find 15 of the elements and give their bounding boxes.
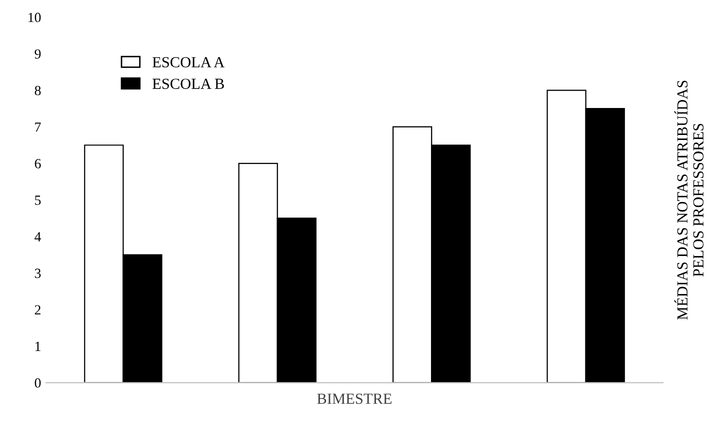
legend-label: ESCOLA B: [152, 78, 224, 89]
legend-label: ESCOLA A: [152, 57, 225, 68]
y-tick-label: 6: [34, 159, 41, 168]
y-tick-label: 8: [34, 86, 41, 96]
y-tick-label: 2: [34, 305, 40, 314]
y-tick-label: 4: [34, 232, 42, 242]
y-axis-title: MÉDIAS DAS NOTAS ATRIBUÍDAS PELOS PROFESSORES: [674, 80, 704, 320]
x-axis-title: BIMESTRE: [317, 394, 392, 404]
y-tick-label: 7: [35, 122, 41, 132]
y-tick-label: 9: [34, 49, 41, 59]
y-tick-label: 3: [34, 268, 41, 278]
y-tick-label: 10: [28, 12, 41, 22]
y-tick-label: 0: [34, 378, 41, 388]
y-tick-label: 1: [36, 342, 40, 351]
y-tick-label: 5: [35, 196, 41, 205]
